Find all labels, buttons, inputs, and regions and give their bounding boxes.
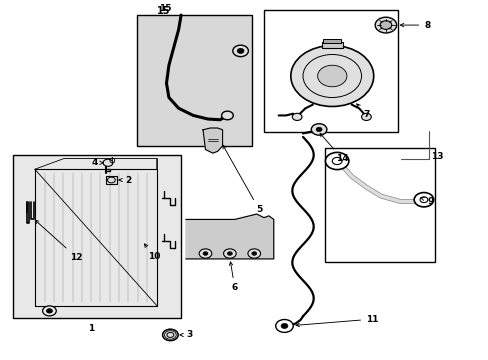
Bar	[321, 41, 342, 48]
Circle shape	[46, 309, 52, 313]
Text: 11: 11	[295, 315, 378, 327]
Text: 7: 7	[356, 104, 369, 119]
Bar	[137, 15, 251, 146]
Text: 2: 2	[119, 176, 131, 185]
Circle shape	[317, 65, 346, 87]
Circle shape	[199, 249, 211, 258]
Circle shape	[374, 17, 396, 33]
Circle shape	[361, 113, 370, 121]
Circle shape	[103, 159, 113, 166]
Text: 4: 4	[91, 158, 103, 167]
Text: 8: 8	[400, 21, 429, 30]
Text: 1: 1	[88, 324, 94, 333]
Polygon shape	[35, 169, 157, 306]
Circle shape	[311, 124, 326, 135]
Circle shape	[290, 45, 373, 107]
Text: 9: 9	[420, 197, 433, 206]
Circle shape	[203, 252, 207, 255]
Circle shape	[316, 127, 322, 132]
Text: 14: 14	[320, 133, 347, 163]
Circle shape	[281, 323, 287, 328]
Circle shape	[292, 113, 302, 121]
Circle shape	[232, 45, 248, 57]
Text: 15: 15	[159, 4, 171, 13]
Circle shape	[221, 111, 233, 120]
Bar	[323, 39, 340, 43]
Text: 6: 6	[229, 262, 237, 292]
Bar	[264, 10, 397, 132]
Circle shape	[227, 252, 232, 255]
Text: 5: 5	[223, 145, 262, 214]
Circle shape	[275, 319, 293, 332]
Bar	[325, 148, 434, 262]
Polygon shape	[185, 214, 273, 259]
Circle shape	[42, 306, 56, 316]
Bar	[106, 176, 117, 184]
Bar	[13, 155, 181, 318]
Text: 3: 3	[180, 330, 193, 339]
Text: Φ: Φ	[108, 157, 115, 166]
Circle shape	[325, 152, 348, 170]
Text: 15: 15	[157, 6, 170, 17]
Circle shape	[247, 249, 260, 258]
Text: 12: 12	[35, 220, 82, 262]
Text: 10: 10	[144, 244, 160, 261]
Circle shape	[162, 329, 178, 341]
Circle shape	[413, 193, 433, 207]
Text: 13: 13	[430, 152, 442, 161]
Polygon shape	[203, 128, 222, 153]
Circle shape	[237, 48, 244, 53]
Circle shape	[379, 21, 391, 30]
Circle shape	[251, 252, 256, 255]
Circle shape	[223, 249, 236, 258]
